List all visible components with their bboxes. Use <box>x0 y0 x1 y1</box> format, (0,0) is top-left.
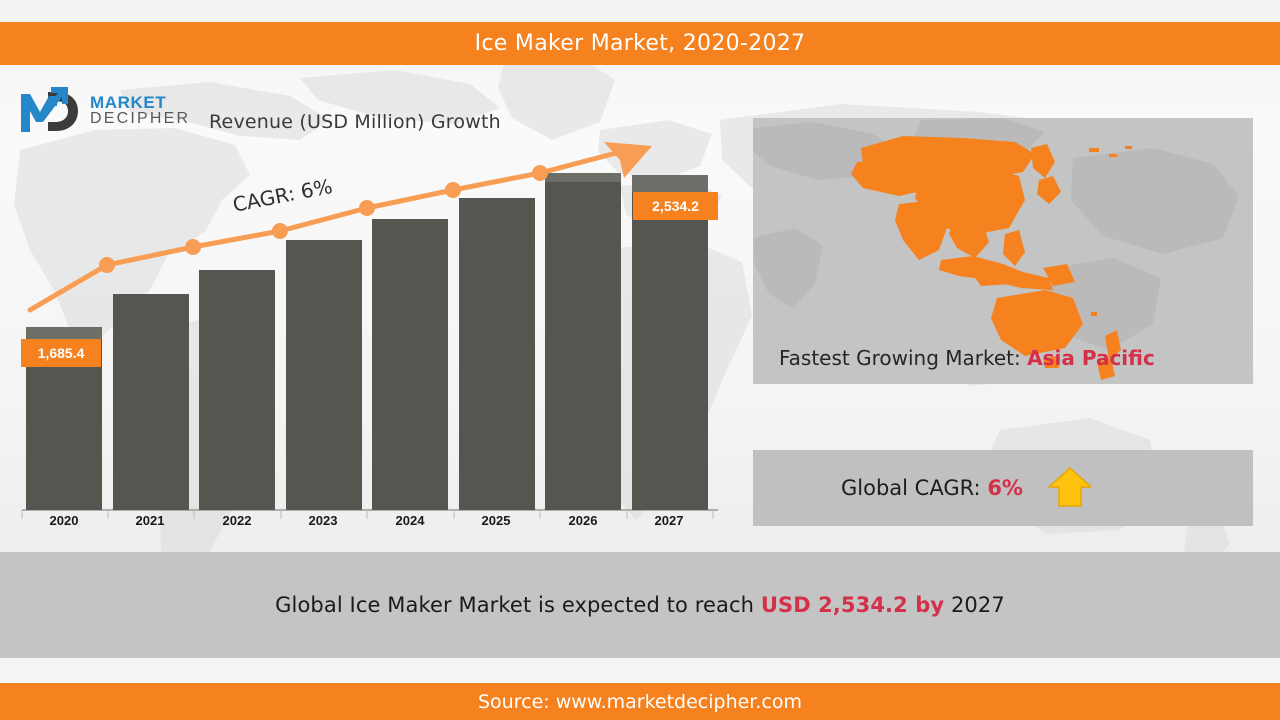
md-monogram-arrow-icon <box>21 87 78 132</box>
fastest-growing-market-text: Fastest Growing Market: Asia Pacific <box>779 346 1155 370</box>
global-cagr-value: 6% <box>987 476 1023 500</box>
logo-wordmark: MARKET DECIPHER <box>90 94 190 128</box>
bar-2023 <box>286 240 362 510</box>
trend-point-2024 <box>359 200 375 216</box>
chart-canvas <box>21 142 718 519</box>
bar-2027 <box>632 193 708 510</box>
fastest-growing-market-panel: Fastest Growing Market: Asia Pacific <box>753 118 1253 384</box>
bar-cap-2020 <box>26 327 102 339</box>
bar-series <box>26 173 708 510</box>
growth-trend-line <box>27 142 652 313</box>
fastest-growing-region: Asia Pacific <box>1027 346 1155 370</box>
x-label-2025: 2025 <box>481 513 511 528</box>
footer-bar: Source: www.marketdecipher.com <box>0 683 1280 720</box>
x-label-2023: 2023 <box>308 513 338 528</box>
value-badge-2020: 1,685.4 <box>21 339 101 367</box>
up-arrow-icon <box>1047 466 1093 510</box>
global-cagr-text: Global CAGR: 6% <box>841 476 1023 500</box>
x-label-2020: 2020 <box>49 513 79 528</box>
x-axis-ticks <box>21 510 714 519</box>
statement-prefix: Global Ice Maker Market is expected to r… <box>275 593 755 617</box>
revenue-bar-chart <box>0 140 740 535</box>
x-label-2021: 2021 <box>135 513 165 528</box>
global-cagr-label: Global CAGR: <box>841 476 981 500</box>
trend-arrowhead <box>604 142 652 178</box>
market-statement-banner: Global Ice Maker Market is expected to r… <box>0 552 1280 658</box>
bar-2025 <box>459 198 535 510</box>
fastest-growing-label: Fastest Growing Market: <box>779 346 1021 370</box>
trend-point-2026 <box>532 165 548 181</box>
logo-market-text: MARKET <box>90 93 167 112</box>
logo-decipher-text: DECIPHER <box>90 110 191 128</box>
x-label-2024: 2024 <box>395 513 425 528</box>
asia-pacific-map-icon <box>753 118 1239 380</box>
header-bar: Ice Maker Market, 2020-2027 <box>0 22 1280 65</box>
bar-2022 <box>199 270 275 510</box>
brand-logo[interactable]: MARKET DECIPHER <box>18 84 198 142</box>
chart-title: Revenue (USD Million) Growth <box>209 111 501 133</box>
x-label-2027: 2027 <box>654 513 684 528</box>
trend-point-2022 <box>185 239 201 255</box>
bar-2024 <box>372 219 448 510</box>
value-badge-2027: 2,534.2 <box>633 192 718 220</box>
bar-2026 <box>545 182 621 510</box>
trend-point-2025 <box>445 182 461 198</box>
x-label-2026: 2026 <box>568 513 598 528</box>
trend-point-2021 <box>99 257 115 273</box>
x-label-2022: 2022 <box>222 513 252 528</box>
bar-2021 <box>113 294 189 510</box>
statement-suffix: 2027 <box>950 593 1005 617</box>
trend-point-2023 <box>272 223 288 239</box>
source-link[interactable]: Source: www.marketdecipher.com <box>478 690 802 713</box>
global-cagr-panel: Global CAGR: 6% <box>753 450 1253 526</box>
market-statement-text: Global Ice Maker Market is expected to r… <box>275 593 1005 617</box>
page-title: Ice Maker Market, 2020-2027 <box>474 31 806 56</box>
bar-cap-2026 <box>545 173 621 182</box>
bar-cap-2027 <box>632 175 708 193</box>
statement-highlight: USD 2,534.2 by <box>760 593 945 617</box>
bar-2020 <box>26 339 102 510</box>
